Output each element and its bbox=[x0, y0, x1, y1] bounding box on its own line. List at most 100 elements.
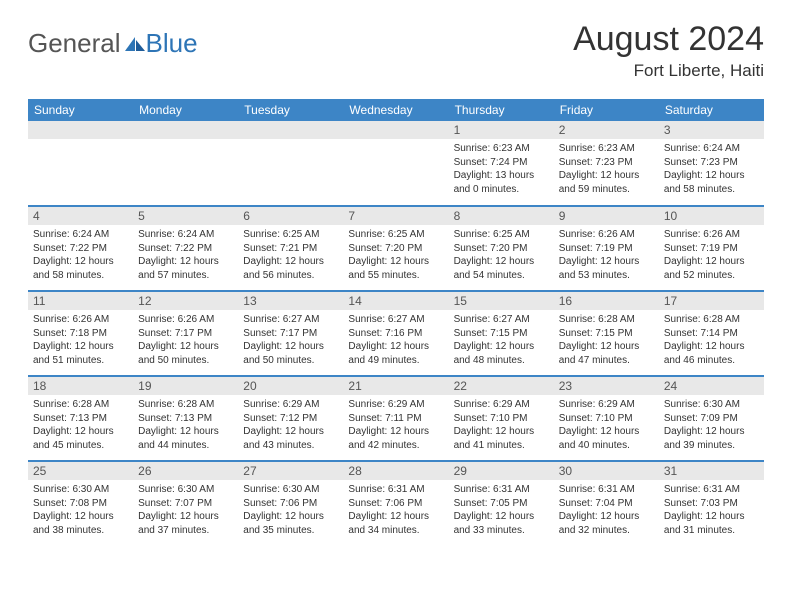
daylight-text: Daylight: 12 hours and 44 minutes. bbox=[138, 425, 233, 452]
sunrise-text: Sunrise: 6:26 AM bbox=[33, 313, 128, 327]
calendar-cell: 30Sunrise: 6:31 AMSunset: 7:04 PMDayligh… bbox=[554, 461, 659, 546]
day-details: Sunrise: 6:30 AMSunset: 7:09 PMDaylight:… bbox=[659, 395, 764, 455]
day-details: Sunrise: 6:31 AMSunset: 7:03 PMDaylight:… bbox=[659, 480, 764, 540]
daylight-text: Daylight: 12 hours and 51 minutes. bbox=[33, 340, 128, 367]
calendar-cell: 1Sunrise: 6:23 AMSunset: 7:24 PMDaylight… bbox=[449, 121, 554, 206]
day-details: Sunrise: 6:29 AMSunset: 7:10 PMDaylight:… bbox=[554, 395, 659, 455]
daylight-text: Daylight: 12 hours and 49 minutes. bbox=[348, 340, 443, 367]
calendar-row: 18Sunrise: 6:28 AMSunset: 7:13 PMDayligh… bbox=[28, 376, 764, 461]
calendar-cell bbox=[28, 121, 133, 206]
day-number: 12 bbox=[133, 292, 238, 310]
day-details: Sunrise: 6:26 AMSunset: 7:19 PMDaylight:… bbox=[659, 225, 764, 285]
sunrise-text: Sunrise: 6:31 AM bbox=[664, 483, 759, 497]
sunrise-text: Sunrise: 6:29 AM bbox=[348, 398, 443, 412]
sunset-text: Sunset: 7:20 PM bbox=[454, 242, 549, 256]
daylight-text: Daylight: 12 hours and 58 minutes. bbox=[664, 169, 759, 196]
day-header: Wednesday bbox=[343, 99, 448, 121]
sunset-text: Sunset: 7:23 PM bbox=[664, 156, 759, 170]
title-block: August 2024 Fort Liberte, Haiti bbox=[573, 20, 764, 81]
calendar-cell: 31Sunrise: 6:31 AMSunset: 7:03 PMDayligh… bbox=[659, 461, 764, 546]
sunset-text: Sunset: 7:19 PM bbox=[559, 242, 654, 256]
day-header: Tuesday bbox=[238, 99, 343, 121]
sunset-text: Sunset: 7:13 PM bbox=[33, 412, 128, 426]
day-header: Friday bbox=[554, 99, 659, 121]
day-details: Sunrise: 6:26 AMSunset: 7:17 PMDaylight:… bbox=[133, 310, 238, 370]
sunrise-text: Sunrise: 6:30 AM bbox=[33, 483, 128, 497]
day-number: 19 bbox=[133, 377, 238, 395]
day-details: Sunrise: 6:29 AMSunset: 7:12 PMDaylight:… bbox=[238, 395, 343, 455]
day-header: Thursday bbox=[449, 99, 554, 121]
day-number: 3 bbox=[659, 121, 764, 139]
daylight-text: Daylight: 12 hours and 40 minutes. bbox=[559, 425, 654, 452]
day-number: 16 bbox=[554, 292, 659, 310]
calendar-cell: 20Sunrise: 6:29 AMSunset: 7:12 PMDayligh… bbox=[238, 376, 343, 461]
sunset-text: Sunset: 7:15 PM bbox=[454, 327, 549, 341]
day-details: Sunrise: 6:31 AMSunset: 7:06 PMDaylight:… bbox=[343, 480, 448, 540]
calendar-row: 1Sunrise: 6:23 AMSunset: 7:24 PMDaylight… bbox=[28, 121, 764, 206]
daylight-text: Daylight: 12 hours and 43 minutes. bbox=[243, 425, 338, 452]
sunset-text: Sunset: 7:11 PM bbox=[348, 412, 443, 426]
day-details: Sunrise: 6:28 AMSunset: 7:14 PMDaylight:… bbox=[659, 310, 764, 370]
daylight-text: Daylight: 13 hours and 0 minutes. bbox=[454, 169, 549, 196]
day-details: Sunrise: 6:23 AMSunset: 7:24 PMDaylight:… bbox=[449, 139, 554, 199]
sunset-text: Sunset: 7:07 PM bbox=[138, 497, 233, 511]
daylight-text: Daylight: 12 hours and 38 minutes. bbox=[33, 510, 128, 537]
day-number: 13 bbox=[238, 292, 343, 310]
day-number: 25 bbox=[28, 462, 133, 480]
sunrise-text: Sunrise: 6:24 AM bbox=[664, 142, 759, 156]
day-details: Sunrise: 6:31 AMSunset: 7:04 PMDaylight:… bbox=[554, 480, 659, 540]
calendar-row: 4Sunrise: 6:24 AMSunset: 7:22 PMDaylight… bbox=[28, 206, 764, 291]
sunset-text: Sunset: 7:21 PM bbox=[243, 242, 338, 256]
daylight-text: Daylight: 12 hours and 39 minutes. bbox=[664, 425, 759, 452]
empty-daynum bbox=[343, 121, 448, 139]
sunset-text: Sunset: 7:17 PM bbox=[243, 327, 338, 341]
day-details: Sunrise: 6:28 AMSunset: 7:13 PMDaylight:… bbox=[133, 395, 238, 455]
day-number: 6 bbox=[238, 207, 343, 225]
day-details: Sunrise: 6:30 AMSunset: 7:06 PMDaylight:… bbox=[238, 480, 343, 540]
sunrise-text: Sunrise: 6:26 AM bbox=[559, 228, 654, 242]
sunset-text: Sunset: 7:10 PM bbox=[559, 412, 654, 426]
calendar-cell: 24Sunrise: 6:30 AMSunset: 7:09 PMDayligh… bbox=[659, 376, 764, 461]
calendar-cell: 12Sunrise: 6:26 AMSunset: 7:17 PMDayligh… bbox=[133, 291, 238, 376]
sunset-text: Sunset: 7:06 PM bbox=[348, 497, 443, 511]
daylight-text: Daylight: 12 hours and 48 minutes. bbox=[454, 340, 549, 367]
day-number: 15 bbox=[449, 292, 554, 310]
calendar-cell: 18Sunrise: 6:28 AMSunset: 7:13 PMDayligh… bbox=[28, 376, 133, 461]
empty-daynum bbox=[238, 121, 343, 139]
calendar-cell: 28Sunrise: 6:31 AMSunset: 7:06 PMDayligh… bbox=[343, 461, 448, 546]
sunset-text: Sunset: 7:03 PM bbox=[664, 497, 759, 511]
day-number: 18 bbox=[28, 377, 133, 395]
brand-part2: Blue bbox=[146, 28, 198, 59]
daylight-text: Daylight: 12 hours and 55 minutes. bbox=[348, 255, 443, 282]
day-number: 23 bbox=[554, 377, 659, 395]
day-number: 24 bbox=[659, 377, 764, 395]
sunset-text: Sunset: 7:19 PM bbox=[664, 242, 759, 256]
sunset-text: Sunset: 7:17 PM bbox=[138, 327, 233, 341]
day-details: Sunrise: 6:29 AMSunset: 7:11 PMDaylight:… bbox=[343, 395, 448, 455]
sunrise-text: Sunrise: 6:29 AM bbox=[243, 398, 338, 412]
day-details: Sunrise: 6:25 AMSunset: 7:20 PMDaylight:… bbox=[343, 225, 448, 285]
calendar-cell: 17Sunrise: 6:28 AMSunset: 7:14 PMDayligh… bbox=[659, 291, 764, 376]
calendar-cell bbox=[133, 121, 238, 206]
sunset-text: Sunset: 7:10 PM bbox=[454, 412, 549, 426]
calendar-cell: 21Sunrise: 6:29 AMSunset: 7:11 PMDayligh… bbox=[343, 376, 448, 461]
sunrise-text: Sunrise: 6:27 AM bbox=[348, 313, 443, 327]
day-number: 17 bbox=[659, 292, 764, 310]
day-details: Sunrise: 6:27 AMSunset: 7:15 PMDaylight:… bbox=[449, 310, 554, 370]
calendar-cell: 25Sunrise: 6:30 AMSunset: 7:08 PMDayligh… bbox=[28, 461, 133, 546]
day-details: Sunrise: 6:24 AMSunset: 7:22 PMDaylight:… bbox=[28, 225, 133, 285]
daylight-text: Daylight: 12 hours and 31 minutes. bbox=[664, 510, 759, 537]
day-number: 27 bbox=[238, 462, 343, 480]
daylight-text: Daylight: 12 hours and 57 minutes. bbox=[138, 255, 233, 282]
day-details: Sunrise: 6:30 AMSunset: 7:07 PMDaylight:… bbox=[133, 480, 238, 540]
day-header: Monday bbox=[133, 99, 238, 121]
sunset-text: Sunset: 7:09 PM bbox=[664, 412, 759, 426]
day-details: Sunrise: 6:28 AMSunset: 7:15 PMDaylight:… bbox=[554, 310, 659, 370]
daylight-text: Daylight: 12 hours and 50 minutes. bbox=[138, 340, 233, 367]
calendar-cell: 9Sunrise: 6:26 AMSunset: 7:19 PMDaylight… bbox=[554, 206, 659, 291]
day-details: Sunrise: 6:23 AMSunset: 7:23 PMDaylight:… bbox=[554, 139, 659, 199]
sunrise-text: Sunrise: 6:25 AM bbox=[243, 228, 338, 242]
sail-icon bbox=[125, 37, 145, 51]
sunset-text: Sunset: 7:22 PM bbox=[33, 242, 128, 256]
calendar-cell: 13Sunrise: 6:27 AMSunset: 7:17 PMDayligh… bbox=[238, 291, 343, 376]
